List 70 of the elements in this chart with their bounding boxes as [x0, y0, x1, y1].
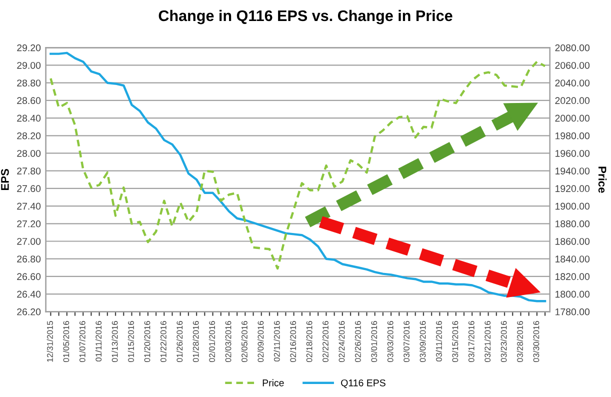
y-tick-label: 28.20: [17, 132, 41, 140]
y-tick-label: 29.20: [17, 44, 41, 52]
y-tick-label: 26.20: [17, 308, 41, 316]
y2-tick-label: 2060.00: [555, 62, 590, 69]
y2-tick-label: 1980.00: [556, 132, 590, 140]
y2-tick-label: 1800.00: [556, 290, 590, 298]
x-tick-label: 02/11/2016: [274, 321, 280, 362]
x-tick-label: 03/23/2016: [500, 321, 507, 362]
y-tick-label: 27.80: [17, 168, 41, 174]
y-tick-label: 27.20: [17, 220, 41, 228]
x-tick-label: 03/09/2016: [420, 321, 426, 362]
y-tick-label: 27.60: [17, 185, 41, 192]
x-tick-label: 01/15/2016: [128, 321, 134, 362]
chart-title: Change in Q116 EPS vs. Change in Price: [158, 10, 452, 24]
x-tick-label: 01/22/2016: [160, 321, 166, 362]
y-axis-title: EPS: [1, 168, 9, 190]
x-tick-label: 03/01/2016: [370, 321, 378, 362]
legend-label: Price: [262, 379, 284, 386]
x-tick-label: 03/21/2016: [484, 321, 491, 362]
x-tick-label: 02/16/2016: [290, 321, 296, 362]
y2-tick-label: 2040.00: [555, 80, 590, 86]
y-tick-label: 28.60: [17, 97, 41, 104]
y-tick-label: 27.40: [17, 202, 41, 210]
y2-tick-label: 2020.00: [555, 97, 590, 104]
y2-tick-label: 1960.00: [556, 150, 590, 157]
x-tick-label: 03/03/2016: [387, 321, 394, 362]
x-tick-label: 02/09/2016: [258, 321, 264, 362]
line-series: [50, 60, 546, 270]
x-tick-label: 02/22/2016: [322, 321, 328, 362]
y-tick-label: 28.40: [17, 114, 41, 122]
x-tick-label: 02/05/2016: [241, 321, 248, 362]
y2-tick-label: 1900.00: [556, 202, 590, 210]
y-tick-label: 29.00: [17, 62, 41, 69]
x-tick-label: 01/28/2016: [192, 321, 199, 362]
x-tick-label: 03/15/2016: [452, 321, 458, 362]
x-tick-label: 01/13/2016: [112, 321, 118, 362]
y-tick-label: 26.60: [17, 273, 41, 280]
y2-tick-label: 2080.00: [555, 44, 590, 52]
x-tick-label: 01/26/2016: [176, 321, 183, 362]
x-tick-label: 03/17/2016: [468, 321, 474, 362]
y-tick-label: 28.00: [17, 150, 41, 157]
y2-tick-label: 1860.00: [556, 238, 590, 245]
x-tick-label: 01/07/2016: [79, 321, 86, 362]
x-tick-label: 01/11/2016: [95, 321, 102, 362]
x-tick-label: 02/18/2016: [306, 321, 312, 362]
x-tick-label: 03/11/2016: [436, 321, 442, 362]
x-tick-label: 02/01/2016: [208, 321, 216, 362]
x-tick-label: 03/30/2016: [533, 321, 540, 362]
y-tick-label: 26.80: [17, 256, 41, 262]
x-tick-label: 02/26/2016: [354, 321, 361, 362]
y2-tick-label: 1820.00: [556, 273, 590, 280]
line-series: [50, 52, 546, 302]
y2-tick-label: 1940.00: [556, 168, 590, 174]
x-tick-label: 01/20/2016: [144, 321, 150, 362]
y2-tick-label: 2000.00: [555, 114, 590, 122]
x-tick-label: 03/28/2016: [516, 321, 523, 362]
legend-label: Q116 EPS: [341, 379, 386, 388]
x-tick-label: 02/24/2016: [338, 321, 345, 362]
y-tick-label: 27.00: [17, 238, 41, 245]
y-tick-label: 26.40: [17, 290, 41, 298]
y-tick-label: 28.80: [17, 80, 41, 86]
y2-tick-label: 1840.00: [556, 256, 590, 262]
x-tick-label: 02/03/2016: [225, 321, 232, 362]
y2-axis-title: Price: [598, 166, 607, 193]
y2-tick-label: 1920.00: [556, 185, 590, 192]
x-tick-label: 12/31/2015: [46, 321, 53, 362]
y2-tick-label: 1880.00: [556, 220, 590, 228]
x-tick-label: 01/05/2016: [63, 321, 70, 362]
y2-tick-label: 1780.00: [556, 308, 590, 316]
x-tick-label: 03/07/2016: [403, 321, 410, 362]
